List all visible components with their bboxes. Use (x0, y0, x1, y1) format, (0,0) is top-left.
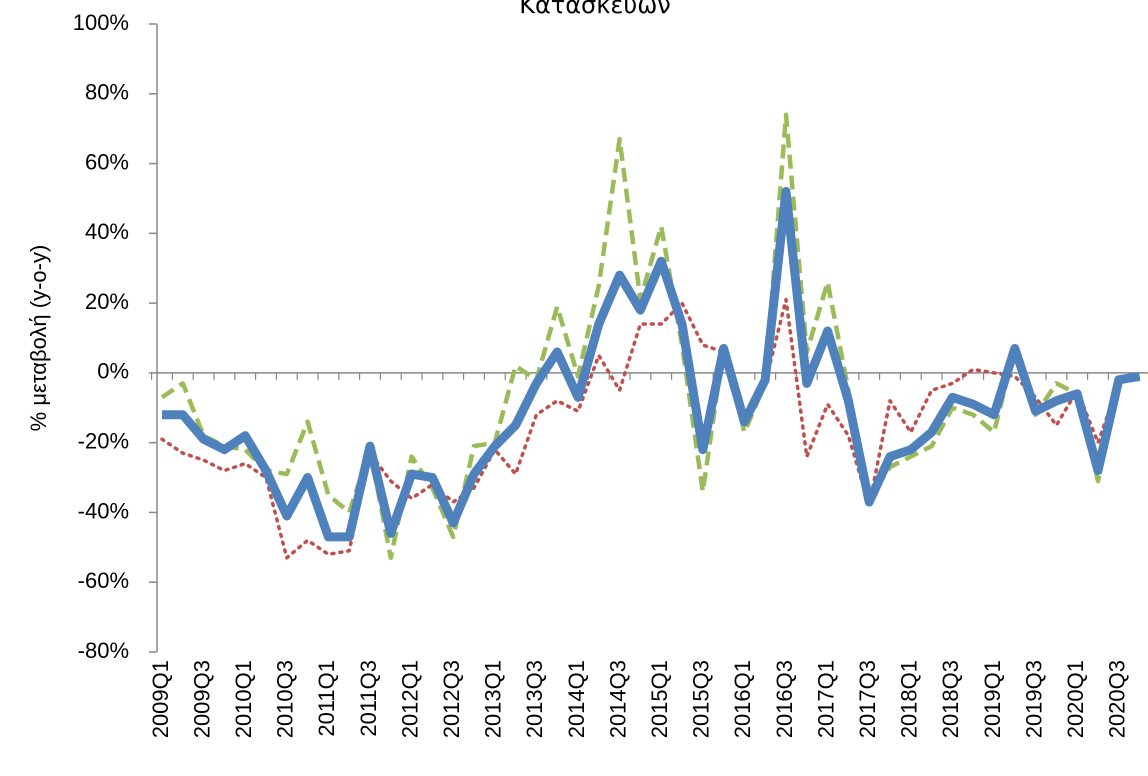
x-tick-label: 2016Q1 (730, 660, 755, 738)
x-tick-label: 2010Q3 (273, 660, 298, 738)
x-tick-label: 2009Q3 (189, 660, 214, 738)
x-tick-label: 2014Q1 (564, 660, 589, 738)
x-tick-label: 2012Q3 (439, 660, 464, 738)
y-tick-label: -60% (78, 568, 129, 593)
x-tick-label: 2013Q1 (481, 660, 506, 738)
x-tick-label: 2016Q3 (772, 660, 797, 738)
x-tick-label: 2014Q3 (605, 660, 630, 738)
y-tick-label: 100% (73, 10, 129, 35)
chart-title: Κατασκευών (519, 0, 671, 19)
y-tick-label: 80% (85, 80, 129, 105)
series-line (162, 186, 1141, 542)
x-tick-label: 2020Q1 (1063, 660, 1088, 738)
y-tick-label: 0% (97, 359, 129, 384)
series-line (160, 112, 1140, 561)
y-tick-label: 40% (85, 219, 129, 244)
x-tick-label: 2017Q3 (855, 660, 880, 738)
y-tick-label: -40% (78, 498, 129, 523)
x-tick-label: 2009Q1 (148, 660, 173, 738)
x-tick-label: 2019Q3 (1021, 660, 1046, 738)
x-tick-label: 2012Q1 (397, 660, 422, 738)
y-axis-title: % μεταβολή (y-o-y) (26, 245, 51, 432)
x-tick-label: 2018Q3 (938, 660, 963, 738)
y-tick-label: -20% (78, 428, 129, 453)
x-tick-label: 2019Q1 (980, 660, 1005, 738)
x-tick-label: 2013Q3 (522, 660, 547, 738)
y-tick-label: -80% (78, 638, 129, 663)
x-tick-label: 2011Q3 (356, 660, 381, 737)
y-tick-label: 20% (85, 289, 129, 314)
y-tick-label: 60% (85, 149, 129, 174)
x-tick-label: 2010Q1 (231, 660, 256, 738)
x-tick-label: 2011Q1 (314, 660, 339, 737)
x-tick-label: 2015Q1 (647, 660, 672, 738)
x-tick-label: 2018Q1 (897, 660, 922, 738)
series-line (160, 297, 1142, 560)
x-tick-label: 2017Q1 (813, 660, 838, 738)
x-tick-label: 2020Q3 (1105, 660, 1130, 738)
x-tick-label: 2015Q3 (689, 660, 714, 738)
